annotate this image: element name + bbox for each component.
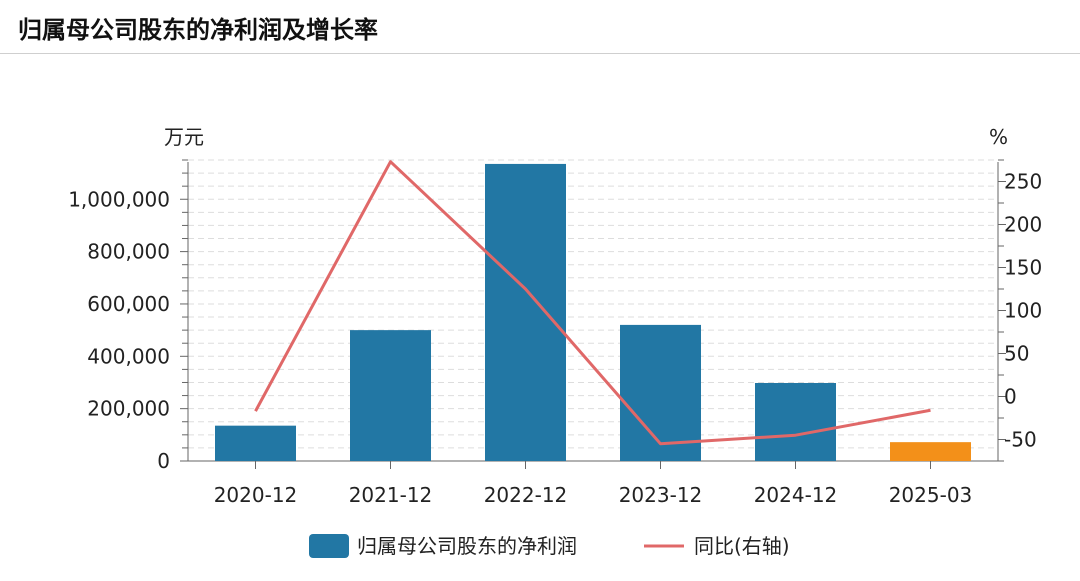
axes [180, 159, 1006, 469]
axis-labels: 0 200,000 400,000 600,000 800,000 1,000,000 万元… [68, 125, 1042, 507]
left-tick-label: 800,000 [87, 240, 170, 264]
legend-swatch-bar [309, 534, 349, 558]
bar [890, 442, 971, 461]
legend-item-yoy[interactable]: 同比(右轴) [644, 534, 790, 558]
bar [485, 163, 566, 461]
right-tick-label: 0 [1004, 385, 1017, 409]
x-tick-label: 2023-12 [619, 483, 703, 507]
header: 归属母公司股东的净利润及增长率 [0, 0, 1080, 54]
bar [620, 324, 701, 461]
right-tick-label: 200 [1004, 213, 1042, 237]
legend-label: 同比(右轴) [694, 534, 790, 558]
x-tick-label: 2021-12 [349, 483, 433, 507]
right-tick-label: 100 [1004, 299, 1042, 323]
bar [215, 425, 296, 461]
left-tick-label: 0 [157, 449, 170, 473]
right-tick-label: -50 [1004, 428, 1037, 452]
left-tick-label: 1,000,000 [68, 187, 170, 211]
right-tick-label: 150 [1004, 256, 1042, 280]
left-tick-label: 200,000 [87, 397, 170, 421]
right-tick-label: 250 [1004, 170, 1042, 194]
legend-item-profit[interactable]: 归属母公司股东的净利润 [309, 534, 577, 558]
legend[interactable]: 归属母公司股东的净利润 同比(右轴) [309, 534, 790, 558]
yoy-line [254, 160, 931, 446]
legend-label: 归属母公司股东的净利润 [357, 534, 577, 558]
bar [755, 383, 836, 461]
bar [350, 330, 431, 461]
x-tick-label: 2020-12 [214, 483, 298, 507]
x-tick-label: 2024-12 [754, 483, 838, 507]
page-title: 归属母公司股东的净利润及增长率 [18, 16, 378, 44]
right-axis-unit: % [989, 125, 1008, 149]
right-tick-label: 50 [1004, 342, 1029, 366]
x-tick-label: 2025-03 [889, 483, 973, 507]
series-line [254, 160, 931, 446]
x-tick-label: 2022-12 [484, 483, 568, 507]
left-tick-label: 600,000 [87, 292, 170, 316]
left-tick-label: 400,000 [87, 344, 170, 368]
bars [215, 163, 971, 461]
left-axis-unit: 万元 [164, 125, 204, 149]
grid-lines [188, 159, 998, 449]
